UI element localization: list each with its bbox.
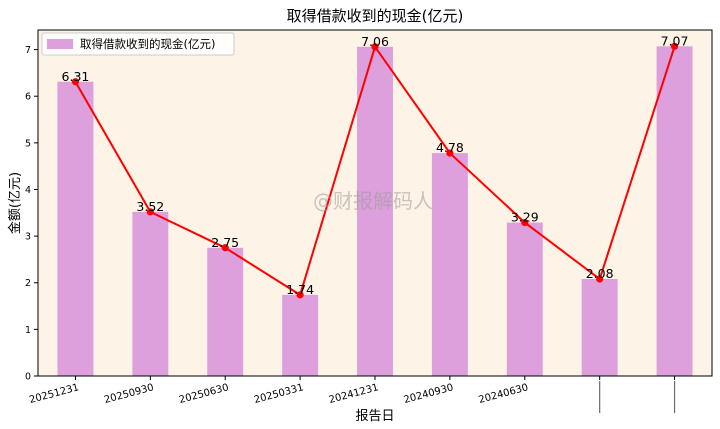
x-tick-label-obscured-8 (673, 381, 676, 413)
watermark: @财报解码人 (313, 189, 433, 213)
point-0 (71, 78, 80, 86)
bar-4 (357, 46, 393, 377)
legend: 取得借款收到的现金(亿元) (41, 32, 235, 56)
legend-swatch (47, 39, 73, 49)
bar-5 (431, 153, 468, 376)
value-label-8: 7.07 (661, 33, 689, 48)
y-tick-label-6: 6 (25, 92, 31, 103)
value-label-2: 2.75 (211, 235, 239, 250)
y-tick-label-1: 1 (25, 325, 31, 336)
point-8 (670, 42, 679, 50)
x-tick-label-4: 20241231 (328, 382, 380, 406)
y-tick-label-4: 4 (25, 185, 31, 196)
x-axis-label: 报告日 (355, 409, 394, 424)
value-label-6: 3.29 (511, 210, 539, 225)
value-label-0: 6.31 (62, 69, 90, 84)
x-tick-label-2: 20250630 (178, 382, 230, 406)
x-tick-label-5: 20240930 (403, 382, 455, 406)
x-tick-label-obscured-7 (599, 381, 601, 413)
x-tick-label-0: 20251231 (28, 382, 80, 406)
point-2 (221, 244, 229, 252)
value-label-3: 1.74 (286, 282, 314, 297)
y-tick-label-3: 3 (25, 232, 31, 243)
point-3 (296, 291, 304, 299)
bar-0 (57, 81, 94, 377)
point-5 (446, 149, 454, 157)
chart-title: 取得借款收到的现金(亿元) (287, 7, 464, 25)
point-1 (146, 208, 154, 216)
value-label-7: 2.08 (586, 266, 614, 281)
value-label-1: 3.52 (136, 199, 164, 214)
point-6 (521, 218, 529, 227)
y-tick-label-0: 0 (25, 372, 31, 383)
x-tick-label-1: 20250930 (103, 382, 155, 406)
legend-box (41, 32, 235, 56)
y-tick-label-2: 2 (25, 278, 31, 289)
point-4 (371, 43, 379, 51)
bar-6 (506, 222, 543, 376)
bar-8 (656, 46, 693, 377)
y-axis-label: 金额(亿元) (7, 172, 23, 234)
y-tick-label-5: 5 (25, 138, 31, 149)
bar-7 (581, 279, 618, 376)
y-tick-label-7: 7 (25, 45, 31, 56)
legend-label: 取得借款收到的现金(亿元) (80, 37, 215, 51)
point-7 (596, 275, 604, 283)
plot-frame (37, 29, 713, 377)
x-tick-label-3: 20250331 (253, 382, 305, 406)
bar-2 (207, 247, 244, 376)
value-label-4: 7.06 (361, 34, 389, 49)
bar-3 (282, 294, 319, 376)
value-label-5: 4.78 (436, 140, 464, 155)
bar-1 (132, 211, 169, 376)
x-tick-label-6: 20240630 (478, 382, 530, 406)
